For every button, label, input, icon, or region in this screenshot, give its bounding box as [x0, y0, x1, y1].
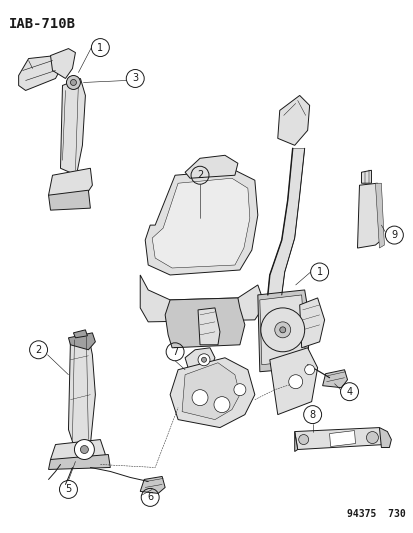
- Polygon shape: [48, 168, 92, 205]
- Polygon shape: [294, 432, 297, 451]
- Polygon shape: [68, 335, 95, 448]
- Circle shape: [304, 365, 314, 375]
- Circle shape: [80, 446, 88, 454]
- Text: 94375  730: 94375 730: [346, 510, 404, 519]
- Polygon shape: [294, 427, 384, 449]
- Text: 8: 8: [309, 410, 315, 419]
- Circle shape: [274, 322, 290, 338]
- Polygon shape: [73, 330, 87, 338]
- Text: 1: 1: [316, 267, 322, 277]
- Text: 6: 6: [147, 492, 153, 503]
- Circle shape: [197, 354, 209, 366]
- Circle shape: [201, 357, 206, 362]
- Polygon shape: [357, 183, 380, 248]
- Polygon shape: [269, 348, 317, 415]
- Circle shape: [233, 384, 245, 395]
- Polygon shape: [185, 155, 237, 178]
- Polygon shape: [140, 477, 165, 494]
- Polygon shape: [277, 95, 309, 146]
- Polygon shape: [165, 298, 244, 348]
- Polygon shape: [257, 290, 309, 372]
- Circle shape: [74, 440, 94, 459]
- Polygon shape: [322, 370, 347, 387]
- Circle shape: [260, 308, 304, 352]
- Circle shape: [279, 327, 285, 333]
- Polygon shape: [267, 148, 304, 295]
- Text: 1: 1: [97, 43, 103, 53]
- Polygon shape: [197, 308, 219, 345]
- Polygon shape: [60, 78, 85, 175]
- Text: 3: 3: [132, 74, 138, 84]
- Text: 4: 4: [346, 386, 352, 397]
- Circle shape: [192, 390, 207, 406]
- Polygon shape: [50, 49, 75, 78]
- Polygon shape: [140, 275, 264, 322]
- Polygon shape: [185, 348, 214, 378]
- Polygon shape: [378, 427, 390, 448]
- Polygon shape: [259, 295, 305, 365]
- Text: 7: 7: [171, 347, 178, 357]
- Circle shape: [288, 375, 302, 389]
- Circle shape: [70, 79, 76, 85]
- Polygon shape: [361, 170, 370, 183]
- Polygon shape: [50, 440, 105, 467]
- Text: IAB-710B: IAB-710B: [9, 17, 76, 31]
- Circle shape: [214, 397, 229, 413]
- Polygon shape: [375, 183, 384, 248]
- Polygon shape: [48, 455, 110, 470]
- Polygon shape: [329, 431, 355, 447]
- Polygon shape: [19, 55, 62, 91]
- Polygon shape: [48, 190, 90, 210]
- Text: 9: 9: [390, 230, 396, 240]
- Polygon shape: [299, 298, 324, 348]
- Circle shape: [298, 434, 308, 445]
- Text: 2: 2: [36, 345, 42, 355]
- Text: 5: 5: [65, 484, 71, 495]
- Polygon shape: [182, 363, 239, 419]
- Text: 2: 2: [197, 170, 203, 180]
- Polygon shape: [145, 170, 257, 275]
- Polygon shape: [152, 178, 249, 268]
- Polygon shape: [170, 358, 254, 427]
- Circle shape: [66, 76, 80, 90]
- Circle shape: [366, 432, 377, 443]
- Polygon shape: [68, 333, 95, 350]
